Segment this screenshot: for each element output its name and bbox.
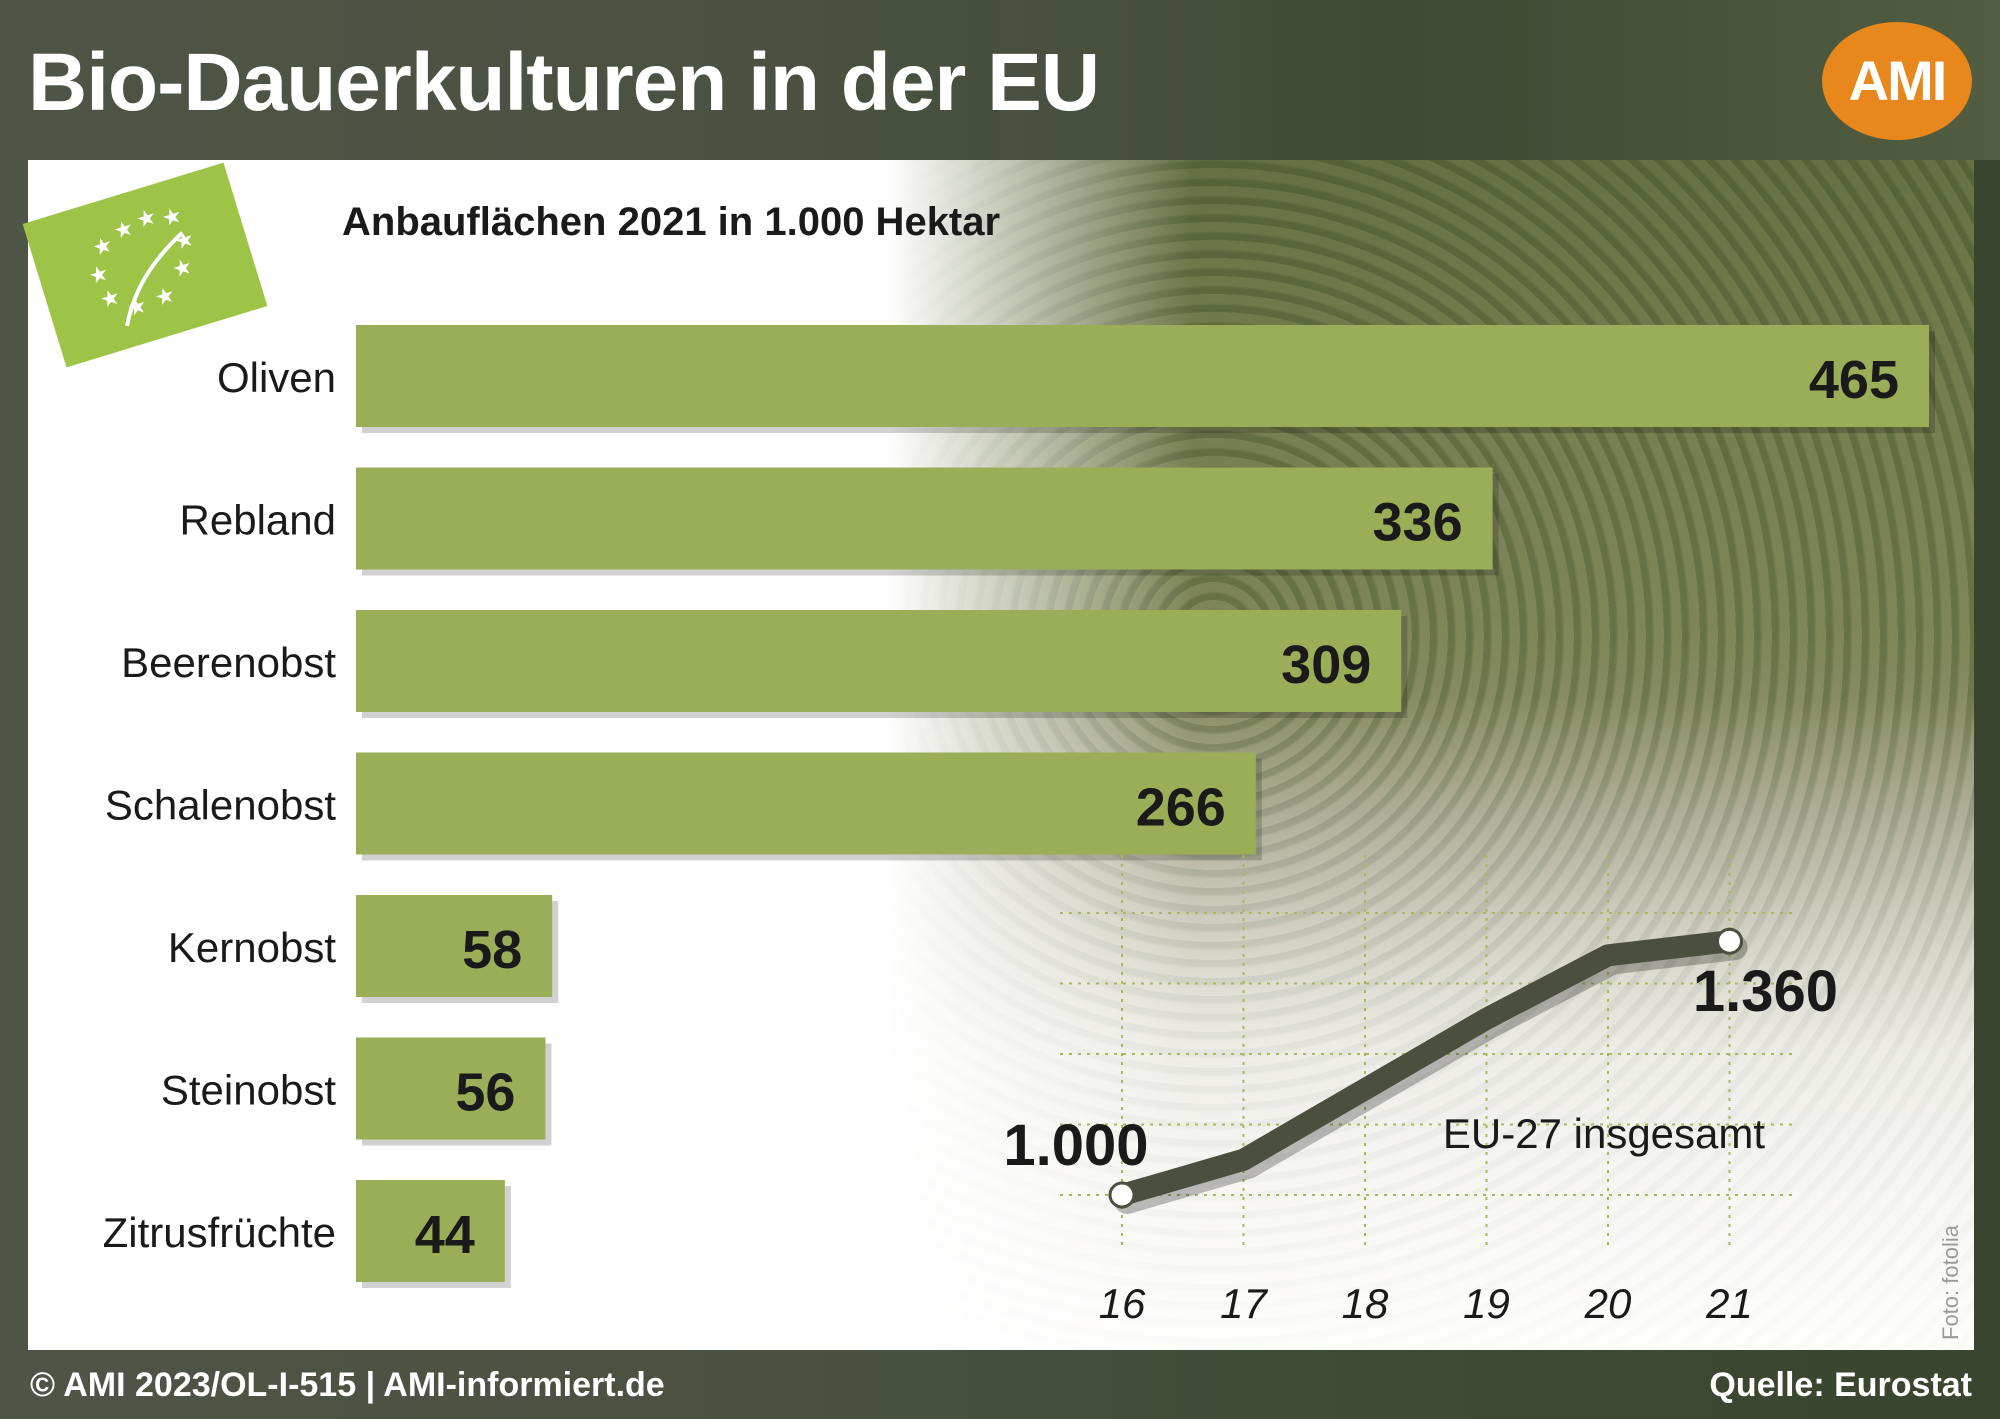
x-tick-label: 17 (1220, 1280, 1268, 1327)
footer-copyright: © AMI 2023/OL-I-515 | AMI-informiert.de (30, 1366, 665, 1404)
x-tick-label: 20 (1584, 1280, 1632, 1327)
page-title: Bio-Dauerkulturen in der EU (28, 37, 1100, 128)
bar-value-label: 309 (1281, 635, 1371, 695)
category-label: Beerenobst (121, 639, 336, 686)
line-series-label: EU-27 insgesamt (1443, 1110, 1765, 1157)
bar-kernobst (356, 895, 553, 997)
bar-value-label: 44 (415, 1205, 475, 1265)
line-point-label: 1.000 (1003, 1113, 1148, 1178)
photo-credit: Foto: fotolia (1938, 1225, 1963, 1340)
x-tick-label: 16 (1099, 1280, 1146, 1327)
eu-organic-logo-icon: ★ ★ ★ ★ ★ ★ ★ ★ ★ ★ (22, 162, 268, 368)
line-point-marker (1108, 1181, 1136, 1209)
line-series-eu27 (1111, 930, 1741, 1206)
bar-rebland (356, 467, 1493, 570)
line-point-label: 1.360 (1693, 959, 1838, 1024)
category-label: Zitrusfrüchte (103, 1209, 336, 1256)
ami-logo: AMI (1822, 22, 1972, 140)
bar-value-label: 465 (1809, 350, 1899, 410)
bar-value-label: 58 (462, 920, 522, 980)
line-point-marker (1716, 927, 1743, 955)
x-tick-label: 19 (1463, 1280, 1510, 1327)
category-label: Rebland (180, 497, 336, 544)
bar-zitrusfrüchte (356, 1180, 505, 1282)
bar-beerenobst (356, 610, 1402, 712)
x-tick-label: 18 (1342, 1280, 1389, 1327)
bar-steinobst (356, 1037, 546, 1140)
category-label: Oliven (217, 354, 336, 401)
footer-source: Quelle: Eurostat (1709, 1366, 1972, 1404)
bar-value-label: 266 (1136, 778, 1226, 838)
category-label: Kernobst (168, 924, 336, 971)
x-tick-label: 21 (1705, 1280, 1753, 1327)
bar-value-label: 336 (1373, 493, 1463, 553)
bar-chart-title: Anbauflächen 2021 in 1.000 Hektar (342, 200, 1001, 244)
bar-value-label: 56 (455, 1063, 515, 1123)
category-label: Steinobst (161, 1067, 336, 1114)
category-label: Schalenobst (105, 782, 336, 829)
bar-oliven (356, 325, 1929, 427)
bar-schalenobst (356, 752, 1256, 855)
